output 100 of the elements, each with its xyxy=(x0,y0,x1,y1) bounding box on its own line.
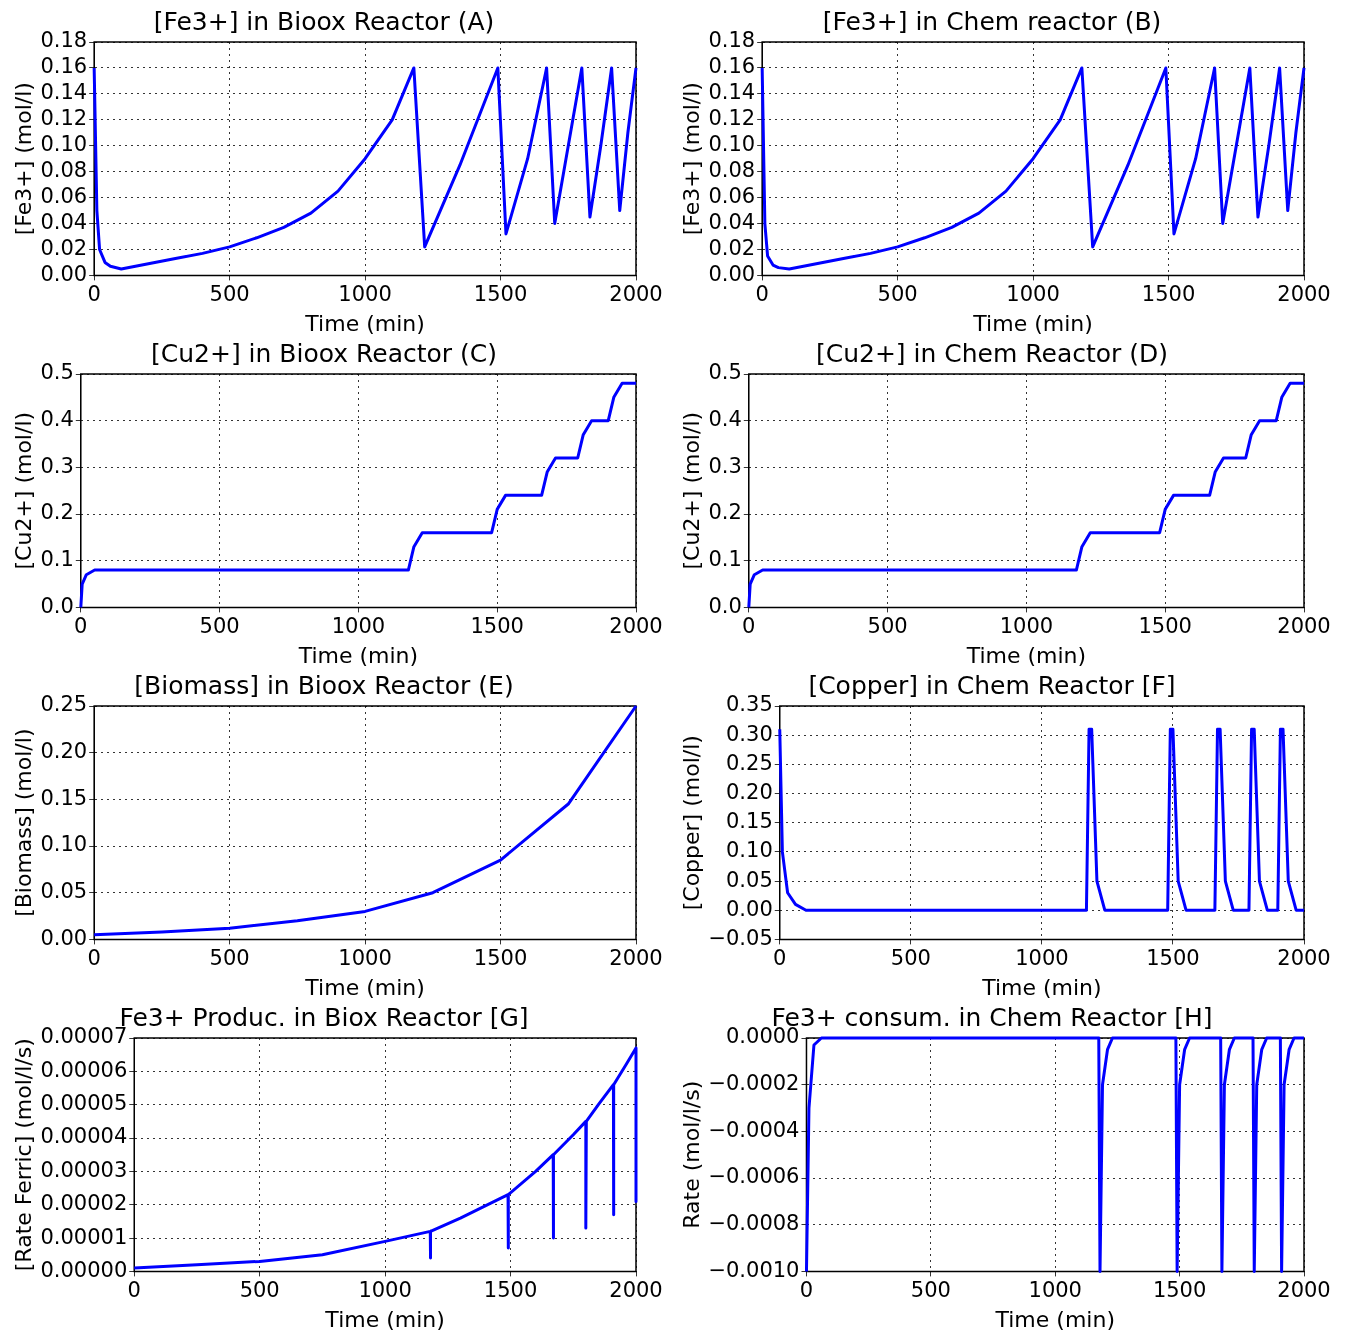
y-tick-label: 0.04 xyxy=(40,209,88,234)
y-tick-label: 0.3 xyxy=(708,453,742,478)
x-tick-label: 500 xyxy=(209,946,250,971)
y-tick-label: 0.00 xyxy=(40,261,88,286)
y-tick-label: 0.3 xyxy=(40,453,74,478)
chart-title: [Biomass] in Bioox Reactor (E) xyxy=(134,670,514,700)
x-tick-label: 1500 xyxy=(483,1278,538,1303)
x-tick-label: 0 xyxy=(799,1278,814,1303)
x-tick-label: 1500 xyxy=(1138,614,1192,639)
x-tick-label: 2000 xyxy=(1277,282,1331,307)
y-tick-label: 0.02 xyxy=(40,235,88,260)
y-tick-label: 0.12 xyxy=(708,106,756,131)
y-tick-label: 0.2 xyxy=(40,500,74,525)
x-tick-label: 2000 xyxy=(1277,946,1331,971)
y-tick-label: 0.00001 xyxy=(40,1224,128,1249)
x-tick-label: 500 xyxy=(199,614,240,639)
y-axis-title: [Cu2+] (mol/l) xyxy=(10,411,36,570)
y-tick-label: 0.06 xyxy=(40,184,88,209)
y-tick-label: 0.20 xyxy=(40,739,88,764)
y-axis-title: Rate (mol/l/s) xyxy=(678,1080,704,1229)
y-tick-label: 0.2 xyxy=(708,500,742,525)
y-tick-label: 0.5 xyxy=(708,360,742,385)
y-tick-label: 0.30 xyxy=(725,721,773,746)
x-axis-title: Time (min) xyxy=(324,1306,445,1332)
x-axis-title: Time (min) xyxy=(297,642,419,668)
y-tick-label: 0.14 xyxy=(708,80,756,105)
y-tick-label: 0.18 xyxy=(708,28,756,53)
y-tick-label: 0.1 xyxy=(40,547,74,572)
chart-title: [Copper] in Chem Reactor [F] xyxy=(808,670,1176,700)
x-tick-label: 1000 xyxy=(999,614,1054,639)
x-tick-label: 0 xyxy=(127,1278,141,1303)
y-tick-label: −0.0002 xyxy=(708,1071,800,1096)
x-tick-label: 2000 xyxy=(609,1278,663,1303)
x-tick-label: 0 xyxy=(87,282,101,307)
x-tick-label: 1500 xyxy=(473,282,528,307)
x-tick-label: 1000 xyxy=(1015,946,1069,971)
y-tick-label: 0.16 xyxy=(40,54,88,79)
y-tick-label: 0.00 xyxy=(725,896,773,921)
y-tick-label: 0.10 xyxy=(40,132,88,157)
y-tick-label: −0.0006 xyxy=(708,1164,800,1189)
x-tick-label: 500 xyxy=(890,946,931,971)
y-tick-label: 0.00006 xyxy=(40,1057,128,1082)
x-tick-label: 1500 xyxy=(473,946,528,971)
x-tick-label: 1500 xyxy=(1146,946,1200,971)
y-tick-label: 0.10 xyxy=(40,832,88,857)
y-tick-label: 0.4 xyxy=(708,407,742,432)
x-tick-label: 500 xyxy=(910,1278,951,1303)
x-tick-label: 1500 xyxy=(1152,1278,1207,1303)
x-axis-title: Time (min) xyxy=(965,642,1087,668)
y-tick-label: 0.16 xyxy=(708,54,756,79)
y-tick-label: 0.25 xyxy=(40,692,88,717)
y-tick-label: 0.1 xyxy=(708,547,742,572)
chart-title: [Cu2+] in Bioox Reactor (C) xyxy=(151,338,497,368)
x-tick-label: 1000 xyxy=(1028,1278,1082,1303)
x-tick-label: 2000 xyxy=(609,946,663,971)
x-axis-title: Time (min) xyxy=(304,974,425,1000)
x-tick-label: 0 xyxy=(755,282,769,307)
y-tick-label: 0.04 xyxy=(708,209,756,234)
y-tick-label: 0.10 xyxy=(708,132,756,157)
x-tick-label: 2000 xyxy=(609,282,663,307)
y-tick-label: 0.00 xyxy=(708,261,756,286)
x-tick-label: 2000 xyxy=(1277,1278,1331,1303)
x-tick-label: 500 xyxy=(239,1278,280,1303)
y-tick-label: 0.06 xyxy=(708,184,756,209)
x-axis-title: Time (min) xyxy=(981,974,1102,1000)
y-tick-label: 0.00003 xyxy=(40,1157,128,1182)
y-tick-label: −0.0010 xyxy=(708,1257,800,1282)
y-tick-label: 0.08 xyxy=(708,158,756,183)
x-axis-title: Time (min) xyxy=(994,1306,1115,1332)
x-tick-label: 0 xyxy=(773,946,787,971)
y-axis-title: [Copper] (mol/l) xyxy=(678,735,704,911)
y-tick-label: 0.25 xyxy=(725,750,773,775)
x-tick-label: 0 xyxy=(74,614,88,639)
y-tick-label: 0.15 xyxy=(40,785,88,810)
y-axis-title: [Cu2+] (mol/l) xyxy=(678,411,704,570)
x-tick-label: 1000 xyxy=(338,946,392,971)
y-tick-label: 0.18 xyxy=(40,28,88,53)
x-tick-label: 1500 xyxy=(1141,282,1196,307)
y-tick-label: 0.00000 xyxy=(40,1257,128,1282)
x-axis-title: Time (min) xyxy=(304,310,425,336)
y-axis-title: [Biomass] (mol/l) xyxy=(10,728,36,917)
y-tick-label: 0.05 xyxy=(40,879,88,904)
y-tick-label: −0.0004 xyxy=(708,1117,800,1142)
y-tick-label: −0.05 xyxy=(708,925,773,950)
y-tick-label: 0.02 xyxy=(708,235,756,260)
y-tick-label: 0.00005 xyxy=(40,1091,128,1116)
x-tick-label: 500 xyxy=(209,282,250,307)
x-tick-label: 1000 xyxy=(1006,282,1060,307)
chart-title: [Fe3+] in Bioox Reactor (A) xyxy=(153,6,495,36)
y-tick-label: 0.35 xyxy=(725,692,773,717)
y-tick-label: 0.0 xyxy=(40,593,74,618)
x-tick-label: 500 xyxy=(877,282,918,307)
x-tick-label: 1000 xyxy=(331,614,386,639)
y-tick-label: 0.12 xyxy=(40,106,88,131)
x-tick-label: 1000 xyxy=(338,282,392,307)
x-tick-label: 0 xyxy=(87,946,101,971)
y-tick-label: 0.15 xyxy=(725,809,773,834)
x-tick-label: 2000 xyxy=(1277,614,1331,639)
y-tick-label: 0.00 xyxy=(40,925,88,950)
y-tick-label: −0.0008 xyxy=(708,1211,800,1236)
